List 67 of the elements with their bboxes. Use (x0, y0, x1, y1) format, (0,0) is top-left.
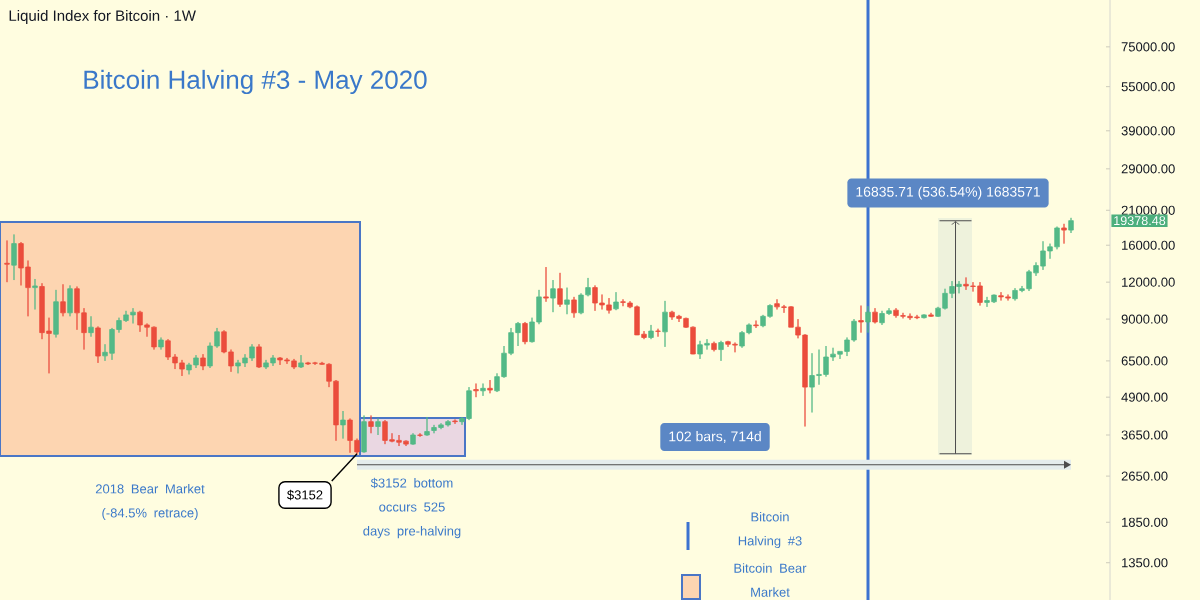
candlestick (4, 240, 10, 283)
candlestick (95, 326, 101, 364)
annotation: 16835.71 (536.54%) 1683571 (856, 186, 1040, 200)
y-tick-label: 39000.00 (1121, 126, 1175, 136)
candlestick (88, 315, 94, 338)
y-tick-label: 55000.00 (1121, 82, 1175, 92)
text: 19378.48 (1114, 216, 1166, 226)
candlestick (1061, 223, 1067, 245)
candlestick (543, 266, 549, 303)
candlestick (718, 340, 724, 362)
candlestick (711, 341, 717, 352)
candlestick (571, 296, 577, 319)
candlestick (550, 279, 556, 313)
candlestick (67, 285, 73, 317)
text: Bitcoin Halving #3 - May 2020 (84, 69, 427, 95)
y-tick-label: 16000.00 (1122, 240, 1175, 250)
candlestick (60, 283, 66, 317)
y-tick-label: 75000.00 (1121, 42, 1175, 52)
candlestick (557, 272, 563, 308)
y-tick-label: 29000.00 (1121, 164, 1175, 174)
annotation: 2018 Bear Market (-84.5% retrace) (95, 483, 205, 521)
candlestick (648, 324, 654, 340)
candlestick (865, 305, 871, 334)
annotation: Bitcoin Halving #3 (738, 511, 802, 549)
y-tick-label: 6500.00 (1121, 356, 1168, 366)
candlestick (410, 432, 416, 446)
candlestick (872, 307, 878, 324)
annotation: $3152 bottom occurs 525 days pre-halving (363, 477, 461, 539)
annotation: $3152 (287, 489, 323, 501)
candlestick (53, 289, 59, 338)
candlestick (298, 354, 304, 369)
candlestick (487, 379, 493, 394)
y-tick-label: 4900.00 (1121, 392, 1168, 402)
candlestick (32, 278, 38, 310)
candlestick (655, 328, 661, 338)
candlestick (473, 383, 479, 398)
candlestick (564, 287, 570, 315)
candlestick (480, 383, 486, 397)
y-tick-label: 12000.00 (1122, 277, 1175, 287)
candlestick (921, 313, 927, 319)
candlestick (200, 353, 206, 371)
y-tick-label: 1850.00 (1122, 517, 1168, 527)
text: Liquid Index for Bitcoin · 1W (9, 10, 196, 24)
annotation: 102 bars, 714d (669, 431, 761, 443)
candlestick (858, 305, 864, 334)
candlestick (158, 337, 164, 350)
y-tick-label: 3650.00 (1121, 430, 1168, 440)
candlestick (452, 419, 458, 425)
y-tick-label: 1350.00 (1122, 558, 1168, 568)
candlestick (522, 321, 528, 345)
candlestick (424, 416, 430, 437)
candlestick (1068, 217, 1074, 234)
candlestick (662, 300, 668, 348)
y-tick-label: 21000.00 (1121, 205, 1175, 215)
candlestick (928, 312, 934, 318)
candlestick (613, 291, 619, 311)
candlestick (375, 418, 381, 436)
annotation: Bitcoin Bear Market (734, 563, 807, 597)
y-tick-label: 9000.00 (1121, 314, 1168, 324)
candlestick (417, 432, 423, 438)
candlestick (753, 320, 759, 329)
candlestick (256, 343, 262, 369)
candlestick (368, 415, 374, 434)
candlestick (11, 234, 17, 281)
y-tick-label: 2650.00 (1121, 471, 1168, 481)
candlestick (361, 415, 367, 454)
candlestick (340, 410, 346, 439)
